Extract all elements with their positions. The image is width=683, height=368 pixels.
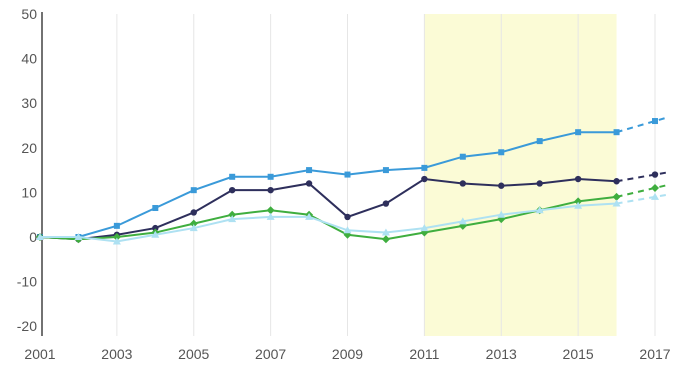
series-3-point-2007 [266,206,275,215]
series-2-projection-line [616,171,669,183]
series-4-point-2012 [458,217,467,225]
x-tick-label-2011: 2011 [409,346,439,362]
series-2-line [39,177,617,241]
series-1-point-2017 [652,118,658,125]
series-2-point-2010 [382,200,390,207]
x-tick-label-2003: 2003 [101,346,132,362]
series-3-point-2017 [651,183,659,192]
y-tick-label-20: 20 [21,140,37,156]
series-1-point-2005 [190,187,197,194]
series-1-point-2011 [421,164,428,171]
series-2-point-2014 [536,180,543,187]
series-1-projection-line [616,116,669,134]
series-4-point-2006 [228,215,237,223]
highlight-region-layer [424,14,617,336]
series-4-point-2007 [266,212,275,220]
series-2-point-2013 [498,182,505,189]
y-tick-label--20: -20 [17,318,37,334]
series-2-point-2008 [305,180,313,187]
x-tick-label-2017: 2017 [639,346,670,362]
highlight-region [424,14,617,336]
series-3-point-2006 [228,210,237,219]
series-2-point-2012 [459,180,467,187]
series-1-point-2014 [536,138,543,145]
series-4-point-2017 [651,192,659,200]
series-3-point-2003 [112,233,121,241]
series-2-point-2006 [228,186,236,194]
series-4-point-2001 [36,233,44,240]
series-4-point-2008 [305,212,314,220]
series-1-point-2006 [229,173,236,180]
series-4-point-2011 [420,224,429,232]
y-tick-label-30: 30 [21,95,37,111]
series-2-point-2009 [344,213,351,221]
series-4 [36,192,669,245]
series-1-point-2004 [152,205,159,212]
y-tick-label-0: 0 [29,229,37,245]
series-1-point-2003 [113,222,120,229]
series-1-point-2008 [306,167,313,174]
series-4-point-2013 [497,210,506,218]
x-tick-label-2001: 2001 [24,346,55,362]
y-tick-label-10: 10 [21,184,37,200]
series-1-point-2013 [498,149,505,156]
x-tick-label-2013: 2013 [486,346,517,362]
series-1-line [40,131,617,238]
series-4-point-2005 [189,224,198,232]
series-3-point-2016 [612,192,621,201]
x-tick-label-2007: 2007 [255,346,286,362]
series-2-point-2011 [421,175,428,183]
series-layer [36,116,669,245]
series-1-point-2012 [459,153,466,160]
x-tick-labels: 2001 2003 2005 2007 2009 2011 2013 2015 2017 [24,346,670,362]
series-1-point-2009 [344,171,351,178]
series-1-point-2016 [613,129,620,136]
y-tick-label-50: 50 [21,6,37,22]
series-4-point-2015 [574,201,583,209]
series-4-point-2010 [381,228,390,236]
series-4-point-2009 [343,226,352,234]
x-tick-label-2015: 2015 [563,346,594,362]
x-tick-label-2005: 2005 [178,346,209,362]
series-4-point-2014 [535,206,544,214]
series-3-point-2005 [189,219,198,228]
series-2-point-2007 [267,186,274,194]
series-1-point-2010 [382,167,389,174]
series-2-point-2004 [152,224,159,232]
series-2-point-2017 [651,171,659,178]
series-3-point-2015 [574,197,583,206]
series-4-point-2002 [74,233,83,240]
series-3-projection-line [616,183,669,198]
series-4-projection-line [616,193,669,205]
y-tick-label--10: -10 [17,274,37,290]
series-4-line [40,202,617,243]
series-3-line [39,195,617,241]
series-3-point-2010 [381,235,390,244]
series-4-point-2003 [112,237,121,245]
series-1-point-2007 [267,173,274,180]
series-2-point-2016 [613,178,620,185]
series-4-point-2004 [151,230,160,238]
x-tick-label-2009: 2009 [332,346,363,362]
series-2-point-2015 [574,175,582,183]
series-4-point-2016 [612,199,621,207]
series-2-point-2005 [190,209,197,216]
y-tick-labels: 50 40 30 20 10 0 -10 -20 [17,6,37,334]
series-1-point-2015 [575,129,582,136]
y-tick-label-40: 40 [21,51,37,67]
